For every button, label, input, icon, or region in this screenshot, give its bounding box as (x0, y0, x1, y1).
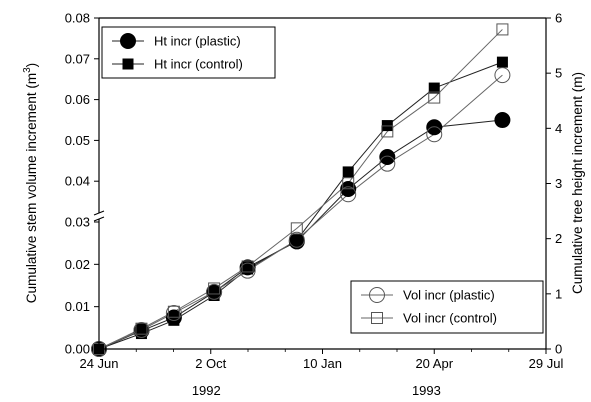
series-0-point (494, 112, 511, 129)
series-1-point (291, 234, 303, 246)
y-right-tick-label: 1 (555, 286, 562, 301)
y-left-tick-label: 0.05 (65, 133, 90, 148)
series-1-point (208, 289, 220, 301)
y-left-tick-label: 0.04 (65, 174, 90, 189)
y-left-tick-label: 0.07 (65, 51, 90, 66)
series-line-3 (98, 29, 503, 350)
y-right-tick-label: 5 (555, 66, 562, 81)
series-3-point (381, 125, 394, 138)
y-right-tick-label: 4 (555, 121, 562, 136)
x-tick-label: 20 Apr (415, 356, 453, 371)
axis-titles: Cumulative stem volume increment (m3) Cum… (22, 63, 585, 303)
axes: 24 Jun 2 Oct 10 Jan 20 Apr 29 Jul 1992 1993 0.0… (65, 11, 564, 399)
series-3-point (428, 91, 441, 104)
legend-label: Vol incr (plastic) (403, 288, 495, 303)
series-3-point (135, 322, 148, 335)
series-2-point (288, 231, 305, 248)
axis-break-mark (93, 216, 105, 222)
series-3-point (167, 305, 180, 318)
legend-box-1 (350, 280, 544, 334)
y-left-tick-label: 0.02 (65, 257, 90, 272)
legend-marker (120, 33, 136, 49)
series-2-point (426, 126, 443, 143)
legend-marker (369, 287, 385, 303)
series-2-point (340, 186, 357, 203)
legend-marker (371, 312, 383, 324)
legend-marker (122, 58, 134, 70)
y-right-tick-label: 0 (555, 342, 562, 357)
y-right-tick-label: 6 (555, 11, 562, 26)
series-1-point (496, 56, 508, 68)
series-3-point (496, 23, 509, 36)
x-tick-label: 10 Jan (303, 356, 342, 371)
y-right-tick-label: 3 (555, 176, 562, 191)
series-markers (91, 23, 511, 357)
series-2-point (494, 67, 511, 84)
y-left-tick-label: 0.03 (65, 215, 90, 230)
series-3-point (342, 177, 355, 190)
legend-label: Ht incr (control) (154, 57, 243, 72)
x-year-label: 1992 (192, 383, 221, 398)
y-left-tick-label: 0.06 (65, 92, 90, 107)
series-2-point (379, 155, 396, 172)
y-right-axis-title: Cumulative tree height increment (m) (570, 72, 585, 294)
series-2-point (239, 262, 256, 279)
series-0-point (379, 149, 396, 166)
y-left-axis-title: Cumulative stem volume increment (m3) (22, 63, 39, 303)
x-tick-label: 2 Oct (195, 356, 226, 371)
series-2-point (206, 283, 223, 300)
y-left-tick-label: 0.00 (65, 342, 90, 357)
x-tick-label: 24 Jun (79, 356, 118, 371)
legend-label: Vol incr (control) (403, 311, 497, 326)
x-year-label: 1993 (412, 383, 441, 398)
series-1-point (342, 166, 354, 178)
legend-label: Ht incr (plastic) (154, 34, 241, 49)
series-1-point (242, 263, 254, 275)
series-lines (98, 29, 503, 350)
series-1-point (135, 328, 147, 340)
series-2-point (133, 321, 150, 338)
y-left-tick-label: 0.01 (65, 299, 90, 314)
series-3-point (241, 260, 254, 273)
y-left-tick-label: 0.08 (65, 11, 90, 26)
series-2-point (165, 305, 182, 322)
series-line-2 (98, 74, 503, 350)
y-right-tick-label: 2 (555, 231, 562, 246)
legends: Ht incr (plastic) Ht incr (control) Vol in… (101, 26, 544, 334)
axis-break-mark (93, 210, 105, 216)
series-3-point (208, 282, 221, 295)
x-tick-label: 29 Jul (529, 356, 564, 371)
series-3-point (290, 222, 303, 235)
series-1-point (428, 82, 440, 94)
